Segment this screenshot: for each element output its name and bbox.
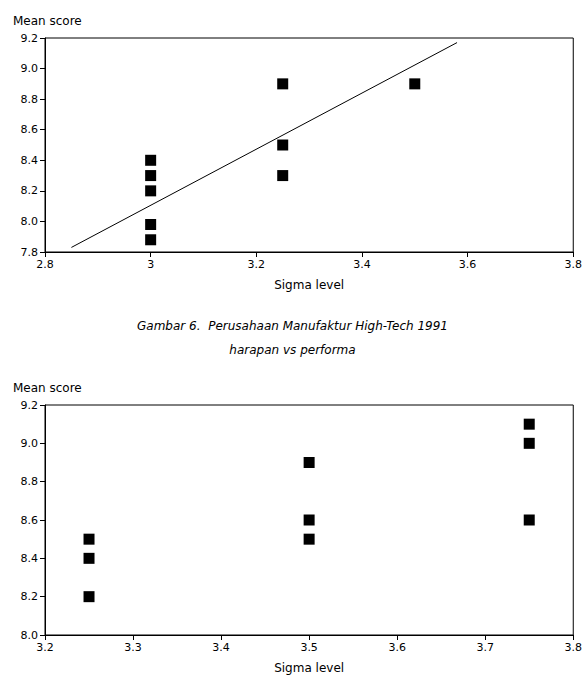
svg-text:7.8: 7.8 [21,246,39,259]
svg-text:8.2: 8.2 [21,590,39,603]
svg-text:8.6: 8.6 [21,123,39,136]
svg-text:8.8: 8.8 [21,475,39,488]
svg-text:3.4: 3.4 [212,641,230,654]
svg-text:9.0: 9.0 [21,62,39,75]
svg-text:9.2: 9.2 [21,399,39,412]
svg-text:2.8: 2.8 [36,258,54,271]
svg-text:8.6: 8.6 [21,514,39,527]
svg-text:3: 3 [147,258,154,271]
svg-text:8.4: 8.4 [21,154,39,167]
svg-text:9.0: 9.0 [21,437,39,450]
svg-text:8.2: 8.2 [21,184,39,197]
svg-text:8.4: 8.4 [21,552,39,565]
svg-text:Sigma level: Sigma level [274,278,344,292]
svg-text:Mean score: Mean score [13,14,82,28]
svg-text:3.8: 3.8 [565,258,583,271]
svg-text:Mean score: Mean score [13,381,82,395]
svg-text:3.2: 3.2 [248,258,266,271]
html-text:harapan vs performa: harapan vs performa [229,343,356,357]
html-text:Gambar 6. Perusahaan Manufaktu: Gambar 6. Perusahaan Manufaktur High-Tec… [137,319,448,333]
svg-text:Sigma level: Sigma level [274,661,344,675]
svg-text:8.0: 8.0 [21,629,39,642]
svg-text:9.2: 9.2 [21,32,39,45]
svg-text:3.5: 3.5 [300,641,318,654]
svg-text:3.7: 3.7 [476,641,494,654]
svg-text:3.3: 3.3 [124,641,142,654]
svg-text:8.8: 8.8 [21,93,39,106]
svg-text:3.2: 3.2 [36,641,54,654]
svg-text:3.6: 3.6 [459,258,477,271]
svg-text:3.8: 3.8 [565,641,583,654]
svg-text:8.0: 8.0 [21,215,39,228]
svg-text:3.4: 3.4 [353,258,371,271]
svg-text:3.6: 3.6 [388,641,406,654]
